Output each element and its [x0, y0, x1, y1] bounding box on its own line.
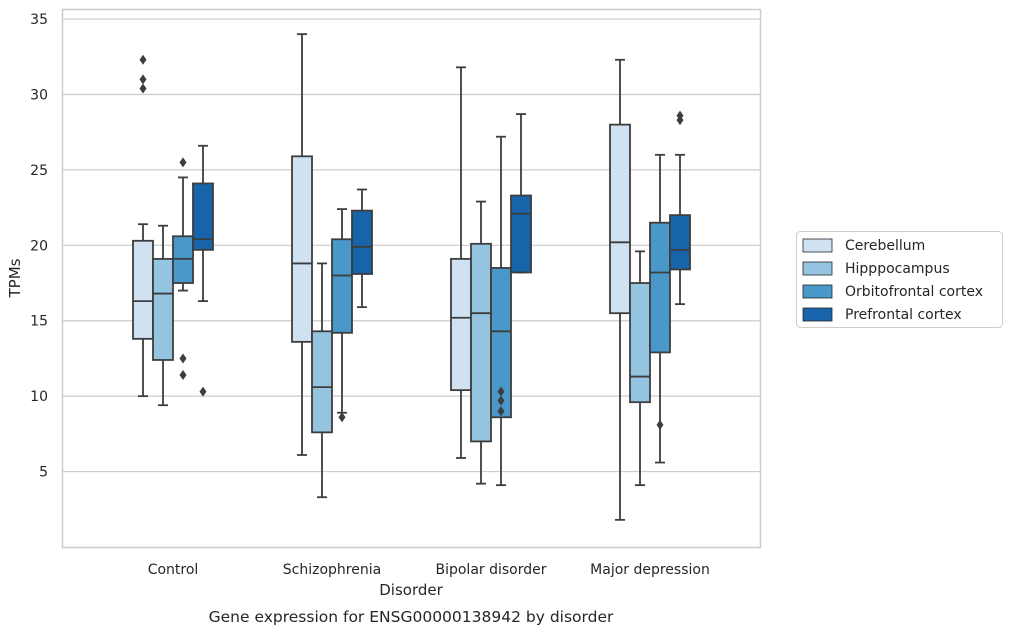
x-tick-label: Schizophrenia [283, 562, 381, 578]
outlier-point [139, 74, 147, 85]
box-hipppocampus [152, 224, 174, 407]
x-tick-labels: Control Schizophrenia Bipolar disorder Majo… [148, 562, 710, 578]
outlier-point [676, 110, 684, 121]
y-tick-label: 25 [30, 163, 48, 179]
box-prefrontal-cortex [351, 188, 373, 309]
box-hipppocampus [470, 200, 492, 485]
box-iqr [311, 330, 333, 434]
box-iqr [152, 257, 174, 361]
legend: Cerebellum Hipppocampus Orbitofrontal cort… [796, 231, 1003, 328]
box-cerebellum [450, 66, 472, 459]
x-tick-label: Control [148, 562, 199, 578]
box-cerebellum [291, 33, 313, 456]
legend-label: Cerebellum [845, 238, 925, 254]
legend-label: Hipppocampus [845, 261, 950, 277]
chart-caption: Gene expression for ENSG00000138942 by d… [209, 608, 614, 626]
plot-frame [61, 8, 762, 549]
box-hipppocampus [629, 250, 651, 487]
box-prefrontal-cortex [192, 144, 214, 397]
box-iqr [629, 282, 651, 404]
box-prefrontal-cortex [510, 113, 532, 274]
box-iqr [669, 214, 691, 271]
outlier-point [497, 395, 505, 406]
y-tick-label: 5 [39, 465, 48, 481]
legend-swatch [802, 307, 833, 322]
outlier-point [497, 406, 505, 417]
box-groups [132, 33, 691, 521]
box-prefrontal-cortex [669, 110, 691, 306]
box-iqr [351, 209, 373, 275]
outlier-point [179, 157, 187, 168]
legend-swatch [802, 261, 833, 276]
outlier-point [338, 412, 346, 423]
y-tick-labels: 5 10 15 20 25 30 35 [30, 12, 48, 481]
box-iqr [450, 257, 472, 392]
legend-swatch [802, 238, 833, 253]
box-orbitofrontal-cortex [172, 157, 194, 381]
box-hipppocampus [311, 262, 333, 499]
box-iqr [132, 239, 154, 340]
y-tick-label: 20 [30, 238, 48, 254]
outlier-point [179, 353, 187, 364]
outlier-point [139, 54, 147, 65]
box-iqr [490, 267, 512, 419]
y-tick-label: 35 [30, 12, 48, 28]
box-iqr [510, 194, 532, 274]
y-axis-title: TPMs [6, 258, 24, 298]
legend-label: Orbitofrontal cortex [845, 284, 983, 300]
y-tick-label: 30 [30, 87, 48, 103]
box-cerebellum [609, 58, 631, 521]
box-iqr [331, 238, 353, 334]
box-iqr [192, 182, 214, 251]
box-iqr [470, 242, 492, 443]
outlier-point [139, 83, 147, 94]
x-tick-label: Bipolar disorder [435, 562, 546, 578]
outlier-point [656, 419, 664, 430]
legend-swatch [802, 284, 833, 299]
box-iqr [291, 155, 313, 343]
box-cerebellum [132, 54, 154, 398]
x-axis-title: Disorder [379, 581, 443, 599]
box-iqr [649, 221, 671, 354]
outlier-point [497, 386, 505, 397]
box-orbitofrontal-cortex [490, 135, 512, 487]
x-tick-label: Major depression [590, 562, 710, 578]
outlier-point [199, 386, 207, 397]
outlier-point [179, 370, 187, 381]
box-orbitofrontal-cortex [649, 153, 671, 464]
box-orbitofrontal-cortex [331, 208, 353, 423]
y-tick-label: 15 [30, 314, 48, 330]
legend-frame [796, 231, 1003, 328]
legend-label: Prefrontal cortex [845, 307, 962, 323]
y-tick-label: 10 [30, 389, 48, 405]
box-iqr [609, 123, 631, 315]
